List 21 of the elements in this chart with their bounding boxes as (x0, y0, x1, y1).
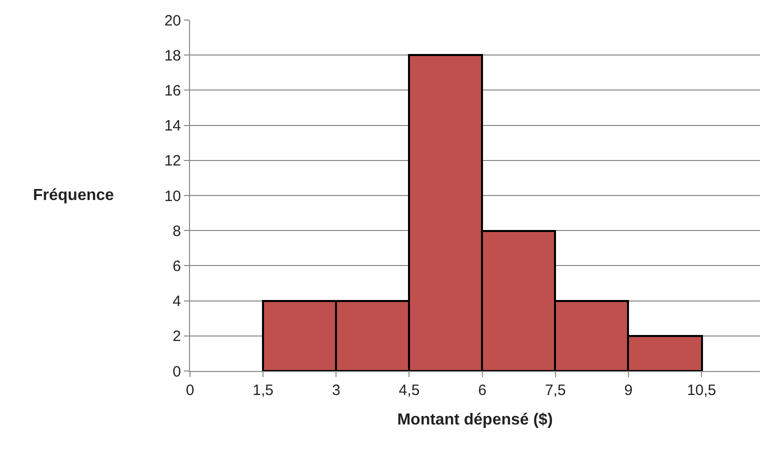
x-tick-label: 0 (186, 382, 194, 399)
x-tick-label: 1,5 (252, 382, 274, 399)
x-axis-title: Montant dépensé ($) (397, 412, 553, 429)
y-axis-title: Fréquence (33, 187, 114, 204)
y-tick-label: 18 (164, 47, 181, 64)
y-tick-label: 2 (172, 328, 181, 346)
y-tick-label: 12 (164, 152, 181, 170)
y-tick-label: 16 (164, 82, 181, 100)
y-tick-label: 20 (164, 12, 181, 30)
x-tick-label: 9 (624, 382, 633, 399)
y-tick-label: 0 (172, 363, 181, 380)
x-tick-label: 10,5 (686, 382, 716, 399)
x-tick-label: 3 (332, 382, 340, 399)
y-tick-label: 14 (164, 118, 181, 135)
x-tick-label: 4,5 (398, 382, 420, 399)
y-tick-label: 4 (172, 293, 181, 310)
y-tick-label: 8 (172, 222, 181, 240)
x-tick-label: 6 (478, 382, 486, 399)
y-tick-label: 6 (172, 258, 181, 275)
y-tick-label: 10 (164, 188, 181, 205)
x-tick-label: 7,5 (544, 382, 566, 399)
